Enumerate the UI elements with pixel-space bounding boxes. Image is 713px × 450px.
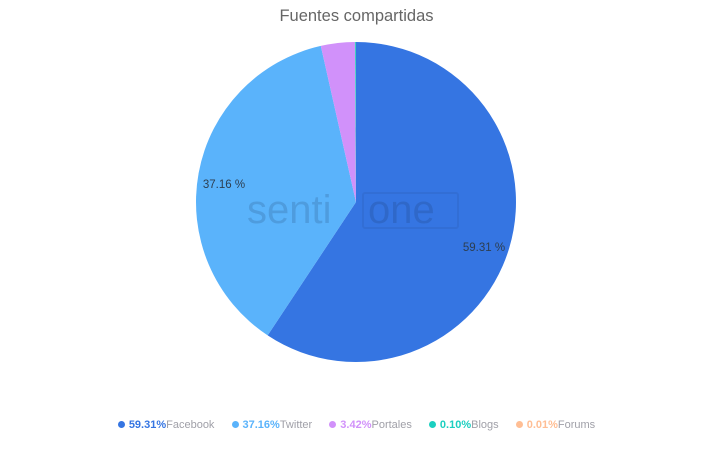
svg-text:senti: senti: [247, 188, 332, 232]
svg-text:37.16 %: 37.16 %: [203, 179, 245, 191]
svg-text:one: one: [368, 188, 435, 232]
svg-text:59.31 %: 59.31 %: [463, 242, 505, 254]
